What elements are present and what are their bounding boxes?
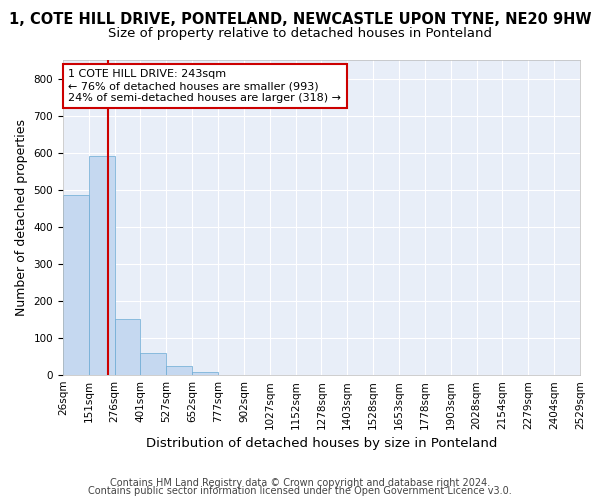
Bar [63,196,89,375]
Bar [89,156,115,375]
Y-axis label: Number of detached properties: Number of detached properties [15,119,28,316]
X-axis label: Distribution of detached houses by size in Ponteland: Distribution of detached houses by size … [146,437,497,450]
Bar [115,320,140,375]
Bar [140,353,166,375]
Text: Contains HM Land Registry data © Crown copyright and database right 2024.: Contains HM Land Registry data © Crown c… [110,478,490,488]
Bar [192,372,218,375]
Bar [166,366,192,375]
Text: Size of property relative to detached houses in Ponteland: Size of property relative to detached ho… [108,28,492,40]
Text: Contains public sector information licensed under the Open Government Licence v3: Contains public sector information licen… [88,486,512,496]
Text: 1 COTE HILL DRIVE: 243sqm
← 76% of detached houses are smaller (993)
24% of semi: 1 COTE HILL DRIVE: 243sqm ← 76% of detac… [68,70,341,102]
Text: 1, COTE HILL DRIVE, PONTELAND, NEWCASTLE UPON TYNE, NE20 9HW: 1, COTE HILL DRIVE, PONTELAND, NEWCASTLE… [9,12,591,28]
